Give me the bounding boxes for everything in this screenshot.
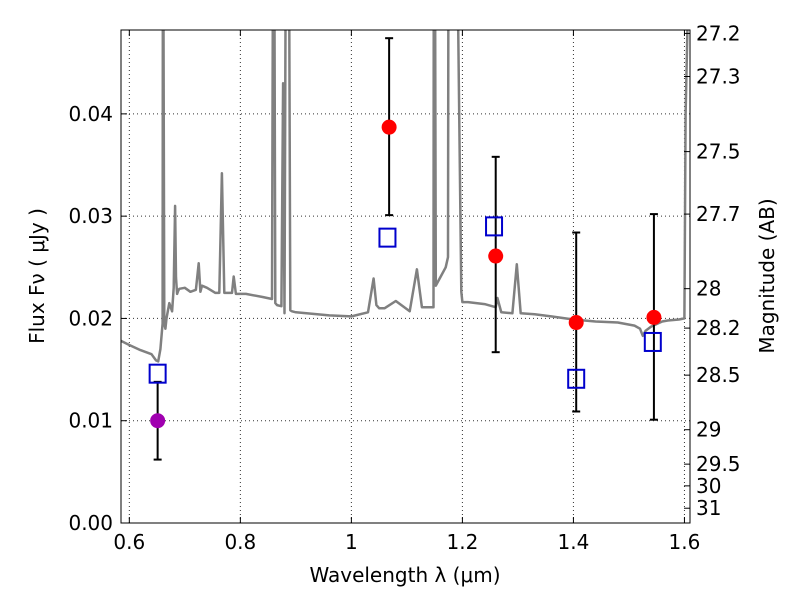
y-axis-label: Flux Fν ( μJy ) <box>25 208 49 344</box>
y-tick-label: 0.00 <box>68 511 113 535</box>
y-tick-label: 0.01 <box>68 409 113 433</box>
right-tick-label: 31 <box>696 496 721 520</box>
x-tick-label: 1 <box>345 530 358 554</box>
y-tick-label: 0.02 <box>68 306 113 330</box>
right-tick-label: 27.2 <box>696 21 741 45</box>
right-tick-label: 30 <box>696 474 721 498</box>
x-tick-label: 1.2 <box>446 530 478 554</box>
model-spectrum-line <box>121 30 689 363</box>
model-photometry-square <box>378 227 397 248</box>
model-photometry-square <box>643 331 662 352</box>
model-photometry-square <box>567 368 586 389</box>
observed-point <box>381 119 397 135</box>
model-photometry-square <box>148 363 167 384</box>
plot-frame <box>120 29 691 524</box>
right-tick-label: 28 <box>696 277 721 301</box>
observed-point <box>568 315 584 331</box>
grid <box>121 30 690 523</box>
axis-ticks: 0.6 0.8 1 1.2 1.4 1.6 0.00 0.01 0.02 0.03 0.04 27.2… <box>68 21 740 554</box>
observed-point <box>488 248 504 264</box>
y-tick-label: 0.04 <box>68 102 113 126</box>
plot-area <box>121 30 689 461</box>
right-tick-label: 28.5 <box>696 363 741 387</box>
x-tick-label: 1.6 <box>669 530 701 554</box>
right-tick-label: 27.7 <box>696 202 741 226</box>
x-tick-label: 0.8 <box>224 530 256 554</box>
x-tick-label: 1.4 <box>558 530 590 554</box>
model-photometry-square <box>485 216 504 237</box>
x-axis-label: Wavelength λ (μm) <box>309 563 500 587</box>
y-tick-label: 0.03 <box>68 204 113 228</box>
observed-point <box>150 413 166 429</box>
right-tick-label: 29.5 <box>696 452 741 476</box>
x-tick-label: 0.6 <box>113 530 145 554</box>
right-axis-label: Magnitude (AB) <box>755 198 779 353</box>
right-tick-label: 27.3 <box>696 64 741 88</box>
observed-point <box>646 309 662 325</box>
axis-labels: Wavelength λ (μm) Flux Fν ( μJy ) Magnit… <box>25 198 779 587</box>
right-tick-label: 28.2 <box>696 316 741 340</box>
right-tick-label: 27.5 <box>696 140 741 164</box>
right-tick-label: 29 <box>696 418 721 442</box>
